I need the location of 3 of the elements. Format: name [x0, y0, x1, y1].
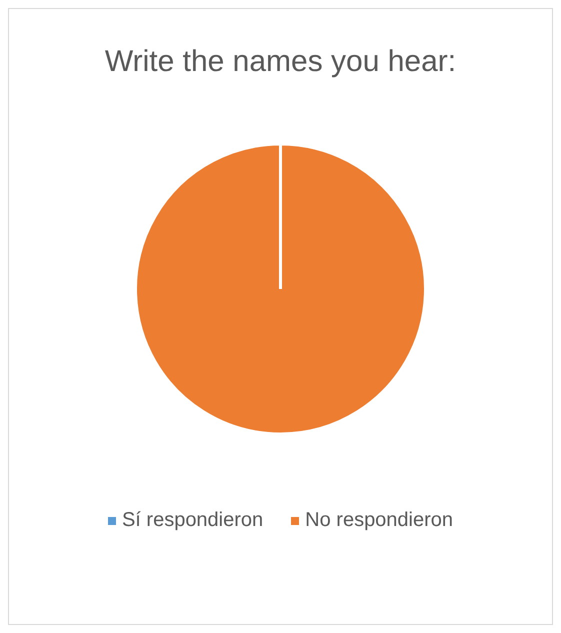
- legend-label: Sí respondieron: [122, 509, 264, 532]
- legend-label: No respondieron: [305, 509, 454, 532]
- chart-title: Write the names you hear:: [104, 44, 458, 79]
